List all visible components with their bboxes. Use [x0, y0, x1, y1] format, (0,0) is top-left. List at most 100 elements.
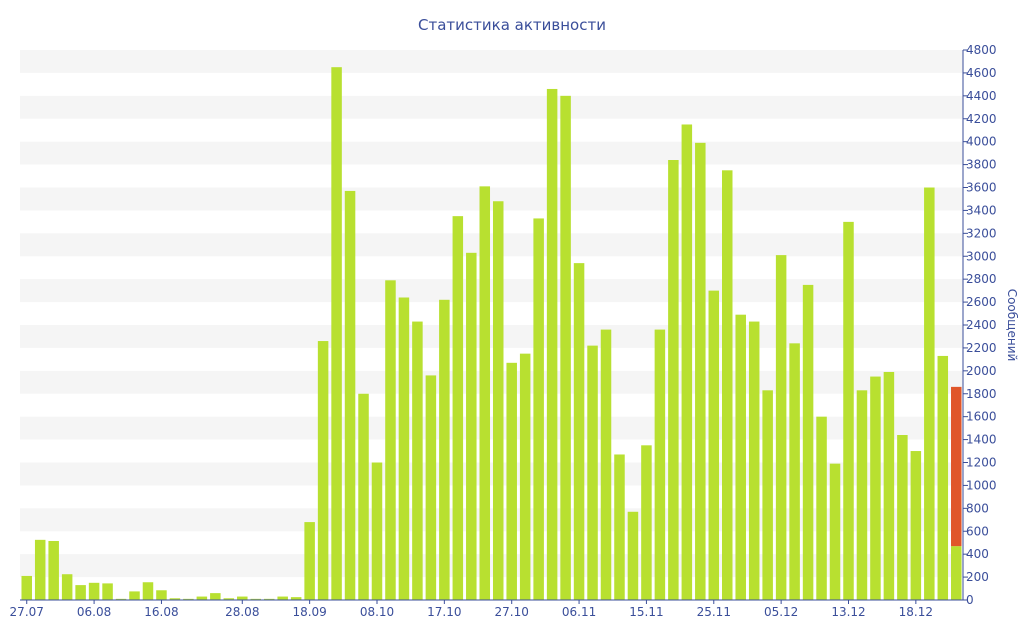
y-tick-label: 4800 — [966, 43, 997, 57]
bar — [142, 582, 154, 600]
grid-band — [20, 95, 963, 119]
bar — [479, 186, 491, 600]
bar — [560, 95, 571, 600]
bar — [721, 170, 733, 600]
bar — [88, 582, 100, 600]
bar — [587, 345, 598, 600]
bar — [48, 540, 59, 600]
y-tick-label: 3000 — [966, 249, 997, 263]
bar — [802, 284, 814, 600]
y-tick-label: 3800 — [966, 158, 997, 172]
bar — [533, 218, 544, 600]
bar — [573, 263, 585, 600]
bar — [129, 591, 140, 600]
bar — [75, 585, 86, 600]
bar — [668, 160, 679, 600]
x-tick-label: 08.10 — [360, 605, 394, 619]
bars-group — [21, 67, 962, 601]
bar — [627, 511, 639, 600]
bar — [856, 390, 868, 600]
bar — [385, 280, 396, 600]
bar — [34, 539, 46, 600]
x-tick-label: 27.10 — [495, 605, 529, 619]
bar — [492, 201, 504, 600]
bar — [695, 142, 706, 600]
y-tick-label: 4600 — [966, 66, 997, 80]
bar — [870, 376, 881, 600]
bar — [748, 321, 760, 600]
y-tick-label: 3400 — [966, 203, 997, 217]
bar — [452, 216, 464, 601]
bar — [183, 598, 194, 600]
bar — [290, 597, 302, 600]
y-tick-label: 2600 — [966, 295, 997, 309]
bar — [412, 321, 423, 600]
y-axis-title: Сообщений — [1005, 289, 1019, 362]
grid-band — [20, 325, 963, 348]
bar — [277, 596, 288, 600]
bar — [317, 341, 329, 600]
bar — [210, 593, 221, 600]
y-tick-label: 1800 — [966, 387, 997, 401]
y-tick-label: 3600 — [966, 181, 997, 195]
bar — [304, 522, 315, 600]
x-tick-label: 28.08 — [225, 605, 259, 619]
y-tick-label: 3200 — [966, 226, 997, 240]
x-tick-label: 18.12 — [899, 605, 933, 619]
x-tick-label: 18.09 — [292, 605, 326, 619]
bar — [439, 299, 450, 600]
bar — [654, 329, 666, 600]
bar — [789, 343, 800, 600]
grid-band — [20, 233, 963, 257]
bar — [937, 355, 949, 600]
bar — [223, 598, 235, 600]
bar — [358, 393, 369, 600]
y-tick-label: 1200 — [966, 456, 997, 470]
y-tick-label: 4000 — [966, 135, 997, 149]
bar — [681, 124, 693, 601]
bar — [519, 353, 531, 600]
x-tick-label: 17.10 — [427, 605, 461, 619]
bar — [331, 67, 342, 600]
y-tick-label: 1400 — [966, 433, 997, 447]
chart-title: Статистика активности — [418, 16, 606, 34]
y-tick-label: 800 — [966, 501, 989, 515]
bar — [61, 574, 73, 600]
bar — [398, 297, 410, 600]
axes-group: 0 200 400 600 800 1000 1200 1400 1600 1800 2000 220… — [10, 43, 997, 619]
bar — [897, 435, 908, 600]
bar — [371, 462, 383, 600]
x-tick-label: 15.11 — [629, 605, 663, 619]
bar — [816, 416, 827, 600]
bar — [708, 290, 720, 600]
y-tick-label: 0 — [966, 593, 974, 607]
bar — [546, 88, 558, 600]
bar — [829, 463, 841, 600]
bar — [506, 362, 517, 600]
bar-highlight — [951, 386, 962, 547]
bar — [21, 575, 32, 600]
bar — [600, 329, 612, 600]
bar — [466, 252, 477, 600]
y-tick-label: 2400 — [966, 318, 997, 332]
bar — [169, 598, 181, 600]
x-tick-label: 27.07 — [10, 605, 44, 619]
grid-band — [20, 279, 963, 303]
x-tick-label: 05.12 — [764, 605, 798, 619]
y-tick-label: 200 — [966, 570, 989, 584]
bar — [641, 445, 652, 600]
bar — [883, 371, 895, 600]
bar — [924, 187, 935, 600]
x-tick-label: 06.08 — [77, 605, 111, 619]
y-tick-label: 600 — [966, 524, 989, 538]
grid-band — [20, 370, 963, 394]
bar — [156, 590, 167, 600]
grid-band — [20, 50, 963, 73]
bar — [344, 190, 356, 600]
bar — [102, 583, 113, 600]
y-tick-label: 4400 — [966, 89, 997, 103]
y-tick-label: 4200 — [966, 112, 997, 126]
y-tick-label: 1600 — [966, 410, 997, 424]
